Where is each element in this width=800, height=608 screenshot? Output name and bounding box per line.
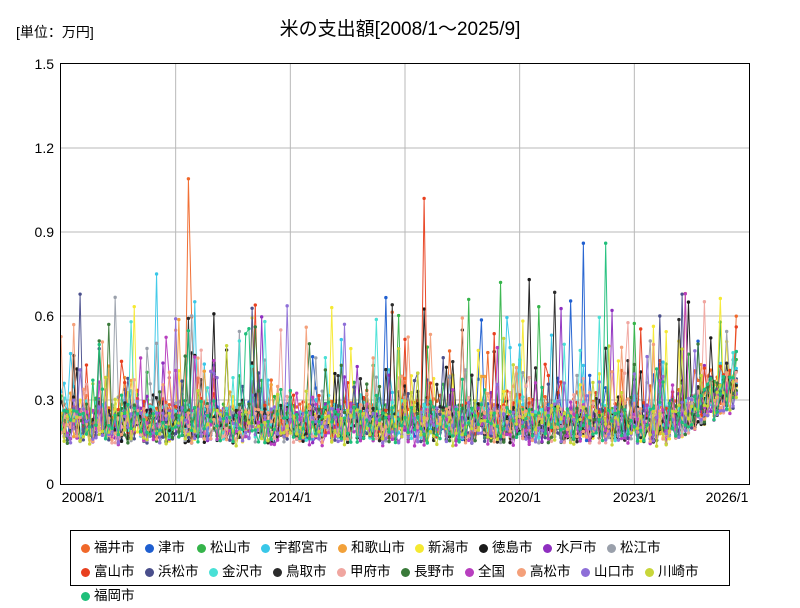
legend-marker-icon — [517, 567, 526, 577]
legend-label: 津市 — [158, 540, 185, 556]
series-lines — [61, 64, 749, 484]
legend-marker-icon — [401, 567, 410, 577]
legend-label: 福井市 — [94, 540, 135, 556]
legend-marker-icon — [581, 567, 590, 577]
y-tick-label: 0.6 — [34, 308, 54, 324]
chart-title: 米の支出額[2008/1〜2025/9] — [279, 19, 521, 40]
legend-label: 山口市 — [594, 564, 635, 580]
legend-label: 川崎市 — [658, 564, 699, 580]
legend-marker-icon — [415, 543, 424, 553]
unit-label: [単位：万円] — [16, 24, 94, 40]
legend-marker-icon — [261, 543, 270, 553]
legend-item-11[interactable]: 金沢市 — [209, 560, 271, 584]
legend-item-8[interactable]: 松江市 — [607, 536, 669, 560]
x-tick-label: 2023/1 — [612, 489, 656, 505]
legend-item-5[interactable]: 新潟市 — [415, 536, 477, 560]
legend-label: 浜松市 — [158, 564, 199, 580]
y-tick-label: 0.3 — [34, 392, 54, 408]
y-tick-label: 1.2 — [34, 140, 54, 156]
legend-label: 鳥取市 — [286, 564, 327, 580]
legend-marker-icon — [465, 567, 474, 577]
legend-marker-icon — [209, 567, 218, 577]
y-tick-label: 0.9 — [34, 224, 54, 240]
legend-item-12[interactable]: 鳥取市 — [273, 560, 335, 584]
legend-label: 甲府市 — [350, 564, 391, 580]
legend-marker-icon — [607, 543, 616, 553]
legend-marker-icon — [645, 567, 654, 577]
legend-label: 水戸市 — [556, 540, 597, 556]
legend-marker-icon — [81, 543, 90, 553]
legend-marker-icon — [81, 591, 90, 601]
legend-item-3[interactable]: 宇都宮市 — [261, 536, 336, 560]
legend-marker-icon — [479, 543, 488, 553]
legend-marker-icon — [273, 567, 282, 577]
x-tick-label: 2008/1 — [61, 489, 105, 505]
legend-label: 和歌山市 — [351, 540, 405, 556]
legend-item-15[interactable]: 全国 — [465, 560, 515, 584]
legend-label: 金沢市 — [222, 564, 263, 580]
legend-label: 長野市 — [414, 564, 455, 580]
legend-item-18[interactable]: 川崎市 — [645, 560, 707, 584]
legend-label: 富山市 — [94, 564, 135, 580]
legend-item-9[interactable]: 富山市 — [81, 560, 143, 584]
legend-marker-icon — [543, 543, 552, 553]
x-tick-label: 2017/1 — [383, 489, 427, 505]
legend-label: 新潟市 — [428, 540, 469, 556]
legend-item-7[interactable]: 水戸市 — [543, 536, 605, 560]
x-tick-label: 2014/1 — [268, 489, 312, 505]
legend-label: 全国 — [478, 564, 505, 580]
legend-label: 福岡市 — [94, 588, 135, 604]
legend-marker-icon — [81, 567, 90, 577]
legend-label: 松江市 — [620, 540, 661, 556]
legend-item-16[interactable]: 高松市 — [517, 560, 579, 584]
legend-item-0[interactable]: 福井市 — [81, 536, 143, 560]
legend-item-17[interactable]: 山口市 — [581, 560, 643, 584]
legend-label: 高松市 — [530, 564, 571, 580]
y-tick-label: 0 — [46, 476, 54, 492]
legend-marker-icon — [145, 543, 154, 553]
legend-item-19[interactable]: 福岡市 — [81, 584, 143, 608]
legend-marker-icon — [338, 543, 347, 553]
legend-label: 徳島市 — [492, 540, 533, 556]
legend-marker-icon — [145, 567, 154, 577]
legend-marker-icon — [337, 567, 346, 577]
legend-item-6[interactable]: 徳島市 — [479, 536, 541, 560]
x-tick-label: 2020/1 — [498, 489, 542, 505]
legend-label: 宇都宮市 — [274, 540, 328, 556]
legend-label: 松山市 — [210, 540, 251, 556]
legend-item-4[interactable]: 和歌山市 — [338, 536, 413, 560]
legend-item-10[interactable]: 浜松市 — [145, 560, 207, 584]
series-19 — [61, 241, 738, 445]
legend-item-13[interactable]: 甲府市 — [337, 560, 399, 584]
legend-item-1[interactable]: 津市 — [145, 536, 195, 560]
legend-item-14[interactable]: 長野市 — [401, 560, 463, 584]
x-tick-label: 2026/1 — [705, 489, 749, 505]
legend-item-2[interactable]: 松山市 — [197, 536, 259, 560]
plot-area — [60, 63, 750, 485]
x-tick-label: 2011/1 — [154, 489, 197, 505]
legend-marker-icon — [197, 543, 206, 553]
y-tick-label: 1.5 — [34, 56, 54, 72]
legend: 福井市 津市 松山市 宇都宮市 和歌山市 新潟市 徳島市 水戸市 松江市富山市 浜松市 金沢市 鳥取市… — [70, 530, 730, 602]
